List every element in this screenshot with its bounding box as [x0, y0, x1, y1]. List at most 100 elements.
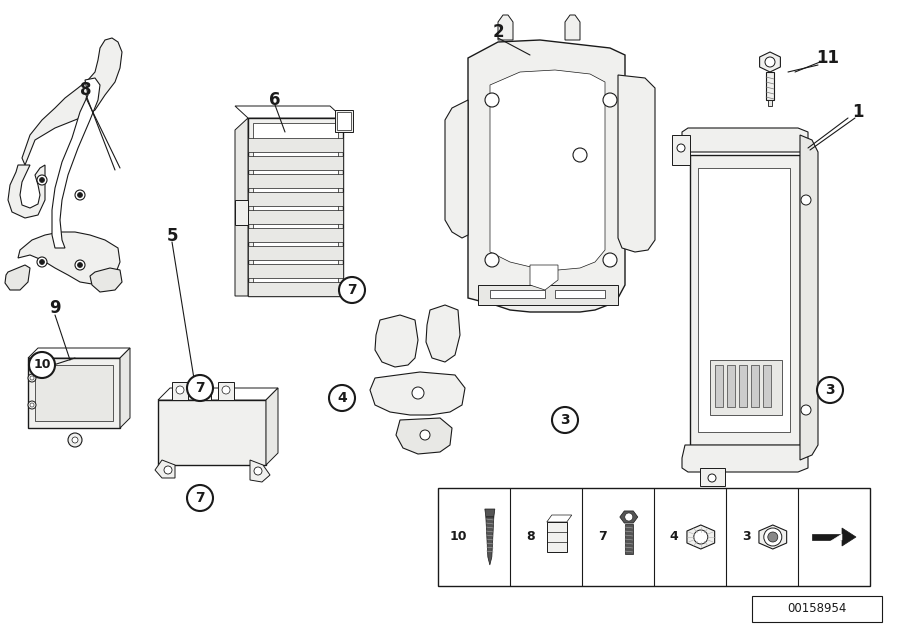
Bar	[555, 290, 605, 298]
Circle shape	[75, 260, 85, 270]
Bar	[766, 72, 774, 100]
Polygon shape	[490, 70, 605, 270]
Circle shape	[199, 386, 207, 394]
Polygon shape	[375, 315, 418, 367]
Bar	[739, 365, 747, 407]
Bar	[672, 135, 690, 165]
Polygon shape	[370, 372, 465, 415]
Bar	[715, 365, 723, 407]
Polygon shape	[760, 52, 780, 72]
Polygon shape	[396, 418, 452, 454]
Bar	[248, 192, 343, 206]
Text: 8: 8	[526, 530, 535, 544]
Polygon shape	[842, 528, 856, 546]
Bar	[248, 210, 343, 224]
Text: 9: 9	[50, 299, 61, 317]
Text: 4: 4	[670, 530, 679, 544]
Polygon shape	[90, 268, 122, 292]
Polygon shape	[52, 78, 100, 248]
Polygon shape	[22, 38, 122, 165]
Polygon shape	[812, 534, 842, 540]
Circle shape	[329, 385, 355, 411]
Polygon shape	[682, 445, 808, 472]
Bar	[690, 155, 800, 445]
Polygon shape	[18, 232, 120, 284]
Circle shape	[68, 433, 82, 447]
Circle shape	[485, 93, 499, 107]
Circle shape	[603, 253, 617, 267]
Bar	[763, 365, 771, 407]
Circle shape	[72, 437, 78, 443]
Bar	[698, 168, 790, 432]
Circle shape	[37, 257, 47, 267]
Text: 3: 3	[825, 383, 835, 397]
Bar	[700, 468, 725, 486]
Bar	[248, 156, 343, 170]
Circle shape	[187, 485, 213, 511]
Bar	[335, 110, 353, 132]
Text: 10: 10	[33, 359, 50, 371]
Circle shape	[77, 193, 83, 198]
Polygon shape	[445, 100, 468, 238]
Circle shape	[164, 466, 172, 474]
Text: 5: 5	[166, 227, 178, 245]
Bar	[248, 282, 343, 296]
Polygon shape	[235, 118, 248, 296]
Circle shape	[75, 190, 85, 200]
Bar	[248, 264, 343, 278]
Text: 6: 6	[269, 91, 281, 109]
Bar	[248, 138, 343, 152]
Text: 7: 7	[598, 530, 607, 544]
Bar	[438, 488, 870, 586]
Circle shape	[176, 386, 184, 394]
Polygon shape	[5, 265, 30, 290]
Text: 3: 3	[742, 530, 751, 544]
Circle shape	[764, 528, 782, 546]
Bar	[710, 360, 782, 415]
Circle shape	[768, 532, 778, 542]
Circle shape	[801, 405, 811, 415]
Circle shape	[254, 467, 262, 475]
Bar	[248, 246, 343, 260]
Text: 10: 10	[449, 530, 467, 544]
Polygon shape	[485, 509, 495, 517]
Bar	[195, 382, 211, 400]
Bar	[235, 200, 248, 225]
Circle shape	[677, 144, 685, 152]
Bar	[158, 400, 266, 465]
Polygon shape	[498, 15, 513, 40]
Text: 3: 3	[560, 413, 570, 427]
Circle shape	[40, 177, 44, 183]
Polygon shape	[155, 460, 175, 478]
Circle shape	[485, 253, 499, 267]
Bar	[625, 524, 633, 554]
Polygon shape	[759, 525, 787, 549]
Bar	[751, 365, 759, 407]
Polygon shape	[565, 15, 580, 40]
Text: 4: 4	[338, 391, 346, 405]
Text: 00158954: 00158954	[788, 602, 847, 616]
Circle shape	[552, 407, 578, 433]
Polygon shape	[530, 265, 558, 290]
Circle shape	[339, 277, 365, 303]
Circle shape	[625, 513, 633, 521]
Bar	[490, 290, 545, 298]
Circle shape	[708, 474, 716, 482]
Circle shape	[603, 93, 617, 107]
Circle shape	[801, 195, 811, 205]
Bar	[248, 174, 343, 188]
Polygon shape	[426, 305, 460, 362]
Bar	[727, 365, 735, 407]
Circle shape	[222, 386, 230, 394]
Polygon shape	[486, 517, 494, 565]
Polygon shape	[620, 511, 638, 523]
Polygon shape	[800, 135, 818, 460]
Text: 7: 7	[195, 491, 205, 505]
Circle shape	[765, 57, 775, 67]
Polygon shape	[618, 75, 655, 252]
Polygon shape	[266, 388, 278, 465]
Polygon shape	[250, 460, 270, 482]
Polygon shape	[8, 165, 45, 218]
Text: 7: 7	[347, 283, 356, 297]
Polygon shape	[158, 388, 278, 400]
